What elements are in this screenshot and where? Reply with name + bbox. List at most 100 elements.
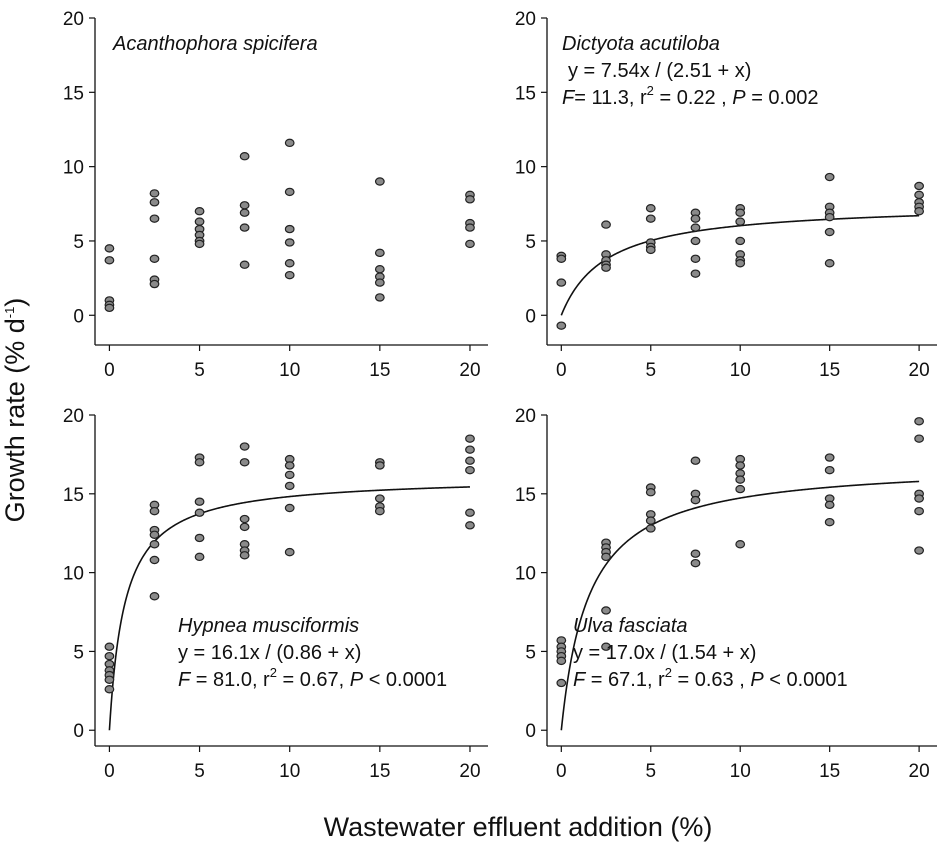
panel-bottom-left: 0 5 10 15 20 0 5 10 15 20 Hypnea musciformis y = 16…	[63, 406, 488, 782]
data-point	[284, 238, 295, 247]
data-point	[690, 254, 701, 263]
data-point	[601, 220, 611, 229]
y-tick-label: 15	[63, 83, 84, 104]
panel-bottom-right: 0 5 10 15 20 0 5 10 15 20 Ulva fasciata y = 17.0x /…	[515, 406, 937, 782]
data-point	[149, 530, 160, 539]
data-point	[824, 517, 835, 527]
data-point	[465, 445, 475, 454]
data-point	[374, 293, 385, 302]
x-tick-label: 15	[369, 360, 390, 381]
y-tick-label: 5	[525, 642, 536, 663]
x-tick-label: 5	[645, 761, 656, 782]
data-point	[149, 279, 160, 289]
data-point	[645, 524, 656, 533]
data-point	[735, 217, 746, 226]
data-point	[149, 540, 160, 549]
data-point	[556, 656, 567, 666]
stats-label: F = 67.1, r2 = 0.63 , P < 0.0001	[573, 665, 848, 691]
stats-F: = 81.0, r	[190, 669, 270, 691]
stats-sup2: 2	[665, 665, 672, 680]
data-point	[194, 458, 205, 467]
data-point	[824, 172, 835, 182]
data-point	[824, 227, 835, 237]
data-point	[824, 259, 835, 268]
x-tick-label: 5	[194, 761, 205, 782]
data-point	[374, 506, 385, 516]
data-point	[824, 465, 835, 475]
stats-F_label: F	[562, 87, 576, 109]
data-point	[465, 195, 475, 204]
stats-F: = 67.1, r	[585, 669, 665, 691]
species-label: Hypnea musciformis	[178, 615, 359, 637]
x-tick-label: 5	[645, 360, 656, 381]
data-point	[556, 278, 567, 287]
data-point	[284, 461, 295, 470]
y-axis-title-main: Growth rate (% d	[0, 318, 30, 522]
data-point	[149, 592, 160, 601]
data-point	[284, 547, 295, 557]
x-tick-label: 10	[730, 761, 751, 782]
y-tick-label: 15	[515, 485, 536, 506]
data-point	[601, 642, 611, 651]
x-axis-title: Wastewater effluent addition (%)	[324, 812, 713, 842]
data-point	[824, 453, 835, 462]
data-point	[465, 239, 475, 249]
data-point	[104, 244, 115, 253]
data-point	[149, 555, 160, 565]
stats-P: < 0.0001	[764, 669, 848, 691]
data-point	[239, 223, 250, 232]
data-point	[735, 259, 746, 268]
x-tick-label: 0	[556, 761, 567, 782]
x-tick-label: 0	[104, 761, 115, 782]
data-point	[735, 236, 746, 246]
x-tick-label: 10	[730, 360, 751, 381]
x-tick-label: 15	[819, 360, 840, 381]
data-point	[735, 540, 746, 549]
data-point	[601, 606, 611, 615]
data-point	[284, 138, 295, 148]
data-point	[690, 549, 701, 558]
data-point	[690, 269, 701, 278]
fit-curve	[560, 480, 920, 731]
data-point	[284, 270, 295, 280]
data-point	[465, 508, 475, 517]
stats-F: = 11.3, r	[574, 87, 647, 109]
data-point	[104, 685, 115, 694]
data-point	[194, 533, 205, 543]
y-axis-title-end: )	[0, 298, 30, 307]
data-point	[149, 214, 160, 223]
data-point	[690, 558, 701, 568]
data-point	[149, 198, 160, 207]
data-point	[194, 207, 205, 216]
data-point	[556, 678, 567, 688]
stats-P_label: P	[750, 669, 764, 691]
species-label: Acanthophora spicifera	[112, 33, 318, 55]
data-point	[914, 506, 925, 516]
data-point	[645, 204, 656, 213]
data-point	[104, 675, 115, 685]
data-point	[374, 264, 385, 274]
stats-P: = 0.002	[746, 87, 819, 109]
y-tick-label: 0	[525, 721, 536, 742]
data-point	[239, 152, 250, 161]
x-tick-label: 10	[279, 761, 300, 782]
panel-top-left: 0 5 10 15 20 0 5 10 15 20 Acanthophora spicifera	[63, 9, 488, 381]
y-tick-label: 0	[73, 306, 84, 327]
data-point	[284, 187, 295, 197]
stats-r2: = 0.63 ,	[672, 669, 750, 691]
y-tick-label: 0	[73, 721, 84, 742]
data-point	[465, 465, 475, 475]
y-tick-label: 20	[515, 9, 536, 30]
x-tick-label: 20	[909, 761, 930, 782]
x-tick-label: 0	[556, 360, 567, 381]
equation-label: y = 16.1x / (0.86 + x)	[178, 642, 361, 664]
data-point	[645, 245, 656, 255]
data-point	[239, 442, 250, 451]
data-point	[149, 254, 160, 263]
y-tick-label: 5	[525, 232, 536, 253]
x-tick-label: 0	[104, 360, 115, 381]
data-point	[374, 278, 385, 287]
data-point	[690, 495, 701, 505]
equation-label: y = 7.54x / (2.51 + x)	[568, 60, 751, 82]
data-point	[284, 470, 295, 480]
